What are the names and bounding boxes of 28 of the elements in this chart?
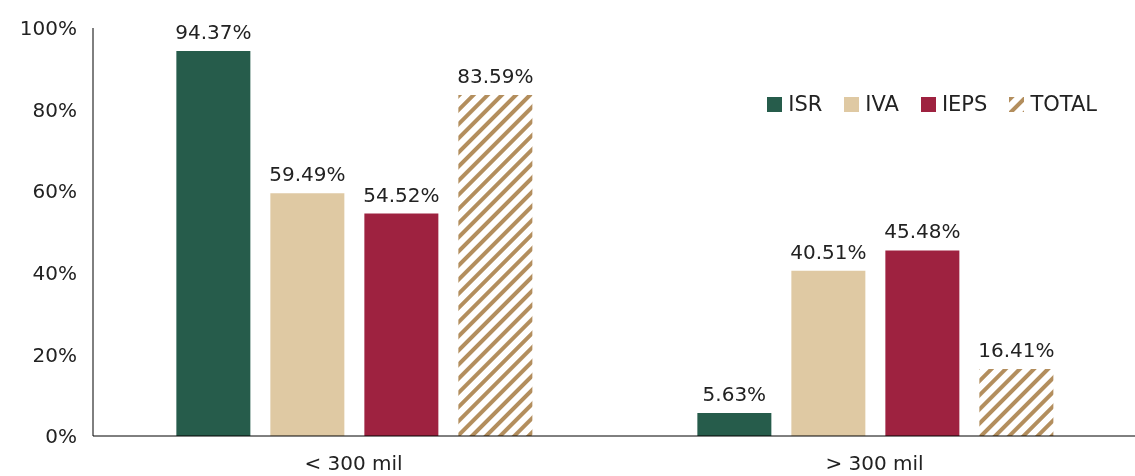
bar [979, 369, 1054, 436]
bar [176, 50, 251, 436]
data-label: 40.51% [790, 239, 867, 264]
data-label: 59.49% [269, 162, 346, 187]
y-tick-label: 20% [32, 342, 77, 367]
data-label: 45.48% [884, 219, 961, 244]
y-tick-label: 100% [19, 16, 77, 41]
legend-label: ISR [787, 92, 823, 116]
data-label: 16.41% [978, 338, 1055, 363]
x-tick-label: < 300 mil [304, 451, 403, 476]
data-label: 54.52% [363, 182, 440, 207]
bar [791, 270, 866, 436]
legend-label: IVA [864, 92, 899, 116]
bar [885, 250, 960, 436]
data-label: 83.59% [457, 63, 534, 88]
y-tick-label: 40% [32, 260, 77, 285]
y-tick-label: 60% [32, 179, 77, 204]
data-label: 94.37% [175, 19, 252, 44]
x-tick-label: > 300 mil [825, 451, 924, 476]
bar [270, 193, 345, 436]
legend-label: TOTAL [1029, 92, 1097, 116]
bar [364, 213, 439, 436]
y-tick-label: 80% [32, 97, 77, 122]
data-label: 5.63% [702, 382, 767, 407]
bar [458, 94, 533, 436]
y-tick-label: 0% [45, 424, 77, 449]
bar [697, 413, 772, 436]
legend-label: IEPS [940, 92, 988, 116]
